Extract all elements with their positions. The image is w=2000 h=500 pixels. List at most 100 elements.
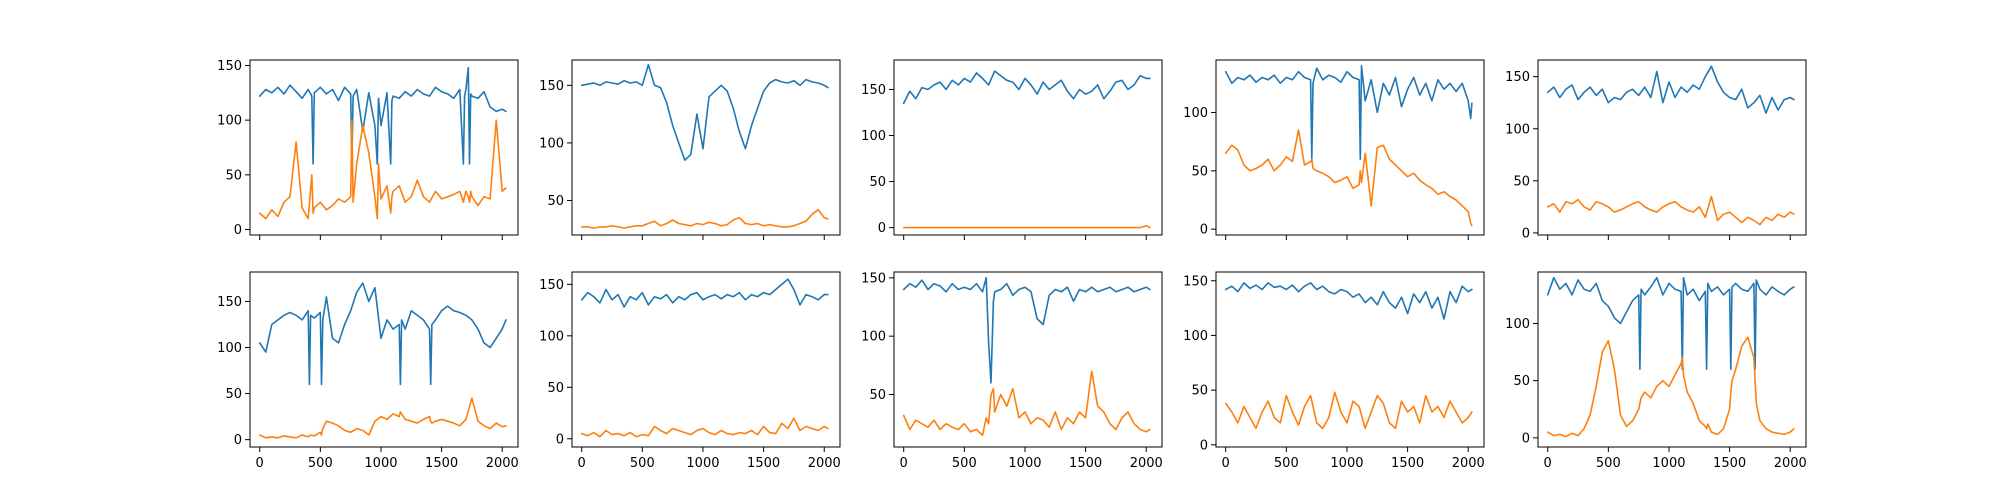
y-tick-label: 150 [1505,70,1530,85]
y-tick-label: 150 [861,83,886,98]
y-tick-label: 100 [861,129,886,144]
series-2-line [580,417,829,438]
series-1-line [902,276,1151,384]
x-tick-label: 1500 [1713,456,1746,471]
series-2-line [258,397,507,439]
y-tick-label: 50 [547,194,564,209]
axes-frame [571,271,841,448]
x-tick-label: 500 [308,456,333,471]
x-tick-label: 1000 [1652,456,1685,471]
y-tick-label: 100 [1183,106,1208,121]
y-tick-label: 50 [869,175,886,190]
y-tick-label: 100 [1183,329,1208,344]
axes-frame [249,59,519,236]
y-tick-label: 100 [861,330,886,345]
series-2-line [1546,336,1795,438]
series-1-line [1546,276,1795,371]
y-tick-label: 150 [539,278,564,293]
y-tick-label: 100 [539,136,564,151]
axes-frame [1537,271,1807,448]
x-tick-label: 1000 [1008,456,1041,471]
y-tick-label: 100 [1505,122,1530,137]
x-tick-label: 2000 [1452,456,1485,471]
x-tick-label: 500 [630,456,655,471]
y-tick-label: 50 [225,387,242,402]
series-1-line [1546,65,1795,114]
y-tick-label: 0 [1522,226,1530,241]
series-1-line [1224,282,1473,320]
series-1-line [258,282,507,386]
x-tick-label: 1500 [1069,456,1102,471]
x-tick-label: 0 [256,456,264,471]
y-tick-label: 100 [217,341,242,356]
axes-frame [249,271,519,448]
y-tick-label: 50 [1513,174,1530,189]
x-tick-label: 0 [1222,456,1230,471]
y-tick-label: 0 [1522,431,1530,446]
x-tick-label: 0 [1544,456,1552,471]
y-tick-label: 0 [1200,223,1208,238]
y-tick-label: 0 [1200,438,1208,453]
series-1-line [258,66,507,165]
x-tick-label: 500 [952,456,977,471]
y-tick-label: 50 [1513,374,1530,389]
subplot-2: 50 100 150 [539,59,841,240]
subplot-4: 0 50 100 [1183,59,1485,240]
subplot-3: 0 50 100 150 [861,59,1163,240]
subplot-5: 0 50 100 150 [1505,59,1807,241]
y-tick-label: 0 [234,223,242,238]
x-tick-label: 500 [1596,456,1621,471]
axes-frame [571,59,841,236]
axes-frame [893,271,1163,448]
x-tick-label: 1500 [425,456,458,471]
y-tick-label: 150 [217,295,242,310]
y-tick-label: 100 [1505,317,1530,332]
y-tick-label: 150 [217,59,242,74]
axes-frame [1537,59,1807,236]
y-tick-label: 0 [234,433,242,448]
series-1-line [580,63,829,161]
series-1-line [1224,65,1473,160]
x-tick-label: 2000 [1130,456,1163,471]
x-tick-label: 500 [1274,456,1299,471]
y-tick-label: 100 [217,114,242,129]
y-tick-label: 50 [225,168,242,183]
x-tick-label: 1000 [364,456,397,471]
axes-frame [1215,271,1485,448]
y-tick-label: 50 [1191,384,1208,399]
series-2-line [1546,195,1795,226]
subplot-1: 0 50 100 150 [217,59,519,240]
series-2-line [902,225,1151,229]
y-tick-label: 50 [869,388,886,403]
y-tick-label: 50 [1191,164,1208,179]
x-tick-label: 2000 [1774,456,1807,471]
y-tick-label: 100 [539,329,564,344]
series-1-line [580,278,829,308]
series-2-line [902,370,1151,437]
x-tick-label: 2000 [486,456,519,471]
axes-frame [1215,59,1485,236]
x-tick-label: 1500 [747,456,780,471]
x-tick-label: 1500 [1391,456,1424,471]
y-tick-label: 150 [861,271,886,286]
y-tick-label: 150 [539,79,564,94]
y-tick-label: 50 [547,381,564,396]
series-2-line [580,208,829,229]
x-tick-label: 1000 [686,456,719,471]
series-2-line [1224,129,1473,227]
series-1-line [902,70,1151,105]
x-tick-label: 1000 [1330,456,1363,471]
y-tick-label: 0 [556,432,564,447]
x-tick-label: 2000 [808,456,841,471]
y-tick-label: 0 [878,221,886,236]
series-2-line [258,119,507,220]
y-tick-label: 150 [1183,274,1208,289]
series-2-line [1224,391,1473,430]
x-tick-label: 0 [900,456,908,471]
